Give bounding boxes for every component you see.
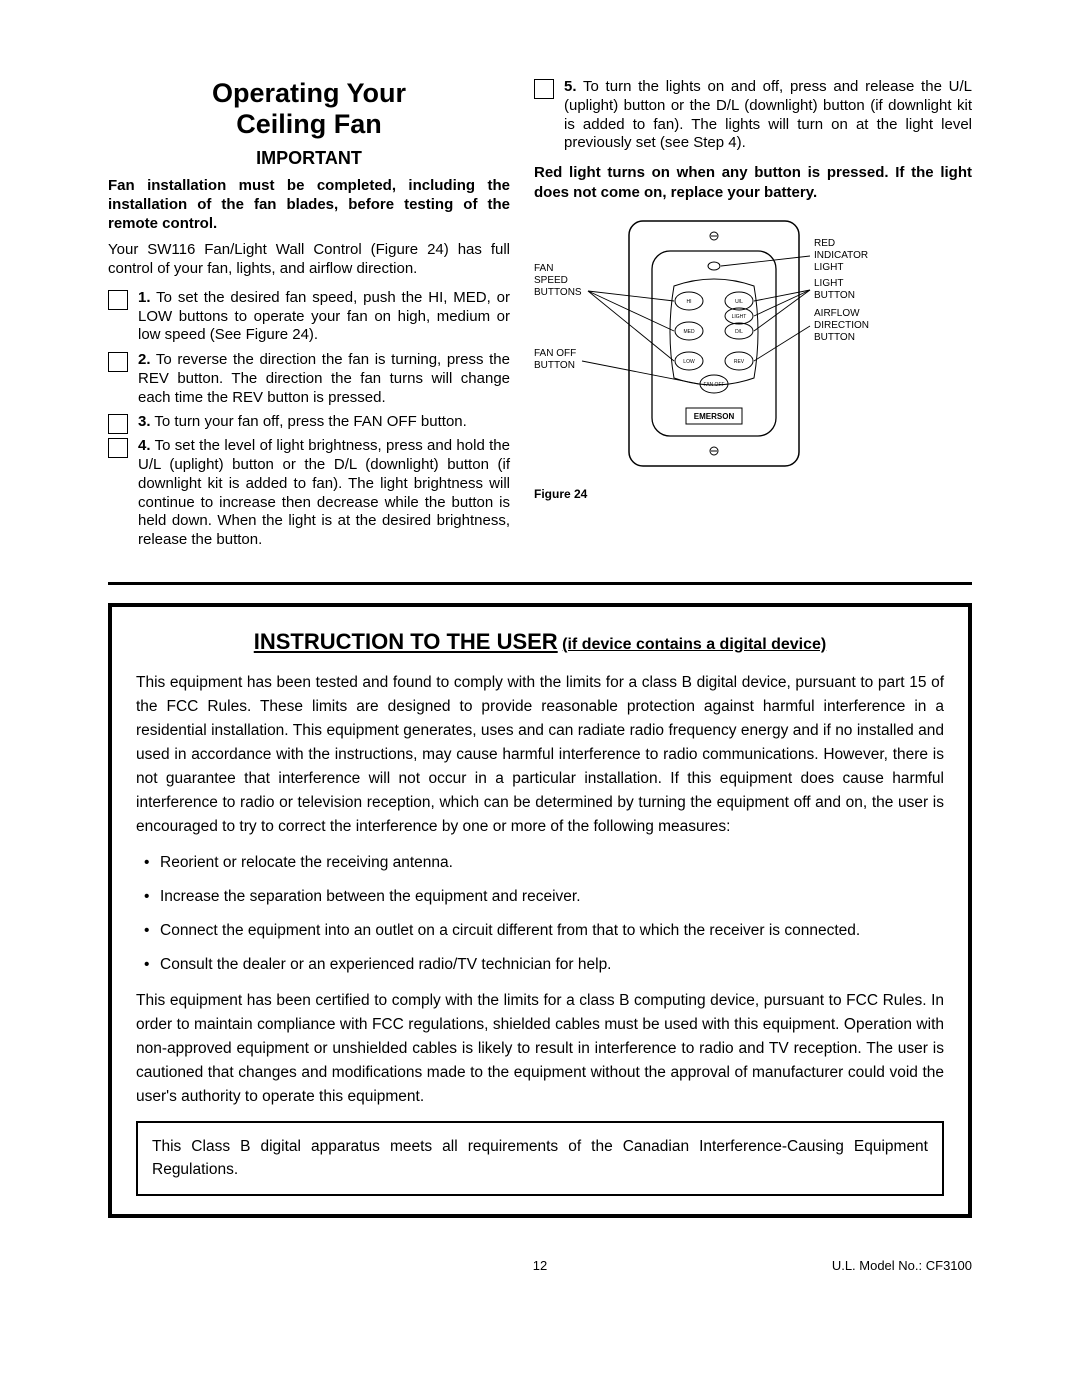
red-lbl-3: LIGHT: [814, 262, 843, 273]
fcc-para-2: This equipment has been certified to com…: [136, 989, 944, 1109]
lightbtn-lbl-2: BUTTON: [814, 290, 855, 301]
fanoff-lbl-1: FAN OFF: [534, 348, 576, 359]
rev-button-label: REV: [734, 359, 745, 365]
step-text: 3. To turn your fan off, press the FAN O…: [138, 413, 467, 432]
checkbox-icon: [108, 438, 128, 458]
fan-speed-lbl-2: SPEED: [534, 275, 568, 286]
divider: [108, 582, 972, 585]
light-button-label: LIGHT: [732, 314, 747, 320]
step-1: 1. To set the desired fan speed, push th…: [108, 289, 510, 345]
airflow-lbl-2: DIRECTION: [814, 320, 869, 331]
main-title: Operating Your Ceiling Fan: [108, 78, 510, 140]
red-lbl-1: RED: [814, 238, 835, 249]
step-text: 1. To set the desired fan speed, push th…: [138, 289, 510, 345]
med-button-label: MED: [683, 329, 695, 335]
two-column-layout: Operating Your Ceiling Fan IMPORTANT Fan…: [108, 78, 972, 556]
fan-speed-lbl-3: BUTTONS: [534, 287, 582, 298]
page-number: 12: [396, 1258, 684, 1273]
model-number: U.L. Model No.: CF3100: [684, 1258, 972, 1273]
title-line-1: Operating Your: [212, 78, 406, 108]
fcc-bullet: Connect the equipment into an outlet on …: [160, 919, 944, 943]
red-lbl-2: INDICATOR: [814, 250, 868, 261]
canada-text: This Class B digital apparatus meets all…: [152, 1135, 928, 1182]
fcc-bullet: Increase the separation between the equi…: [160, 885, 944, 909]
checkbox-icon: [534, 79, 554, 99]
step-text: 2. To reverse the direction the fan is t…: [138, 351, 510, 407]
airflow-lbl-1: AIRFLOW: [814, 308, 860, 319]
hi-button-label: HI: [687, 299, 692, 305]
title-line-2: Ceiling Fan: [236, 109, 382, 139]
low-button-label: LOW: [683, 359, 695, 365]
fcc-bullet: Consult the dealer or an experienced rad…: [160, 953, 944, 977]
canada-box: This Class B digital apparatus meets all…: [136, 1121, 944, 1196]
install-warning: Fan installation must be completed, incl…: [108, 177, 510, 233]
step-text: 5. To turn the lights on and off, press …: [564, 78, 972, 153]
fcc-bullet: Reorient or relocate the receiving anten…: [160, 851, 944, 875]
step-3: 3. To turn your fan off, press the FAN O…: [108, 413, 510, 434]
checkbox-icon: [108, 352, 128, 372]
dl-button-label: D/L: [735, 329, 743, 335]
fanoff-lbl-2: BUTTON: [534, 360, 575, 371]
airflow-lbl-3: BUTTON: [814, 332, 855, 343]
intro-text: Your SW116 Fan/Light Wall Control (Figur…: [108, 241, 510, 279]
left-column: Operating Your Ceiling Fan IMPORTANT Fan…: [108, 78, 510, 556]
red-light-note: Red light turns on when any button is pr…: [534, 163, 972, 202]
checkbox-icon: [108, 290, 128, 310]
ul-button-label: U/L: [735, 299, 743, 305]
step-5: 5. To turn the lights on and off, press …: [534, 78, 972, 153]
fcc-title: INSTRUCTION TO THE USER (if device conta…: [136, 629, 944, 655]
fanoff-button-label: FAN OFF: [703, 382, 724, 388]
fcc-title-small: (if device contains a digital device): [562, 636, 826, 653]
figure-24: HI MED LOW FAN OFF U/L LIGHT D/L: [534, 216, 972, 501]
fcc-para-1: This equipment has been tested and found…: [136, 671, 944, 839]
important-heading: IMPORTANT: [108, 148, 510, 169]
step-text: 4. To set the level of light brightness,…: [138, 437, 510, 550]
fcc-title-big: INSTRUCTION TO THE USER: [254, 629, 558, 654]
fan-speed-lbl-1: FAN: [534, 263, 553, 274]
figure-caption: Figure 24: [534, 487, 972, 501]
lightbtn-lbl-1: LIGHT: [814, 278, 843, 289]
fcc-instruction-box: INSTRUCTION TO THE USER (if device conta…: [108, 603, 972, 1218]
right-column: 5. To turn the lights on and off, press …: [534, 78, 972, 556]
fcc-bullet-list: Reorient or relocate the receiving anten…: [136, 851, 944, 977]
remote-diagram: HI MED LOW FAN OFF U/L LIGHT D/L: [534, 216, 954, 476]
page-footer: 12 U.L. Model No.: CF3100: [108, 1258, 972, 1273]
footer-left: [108, 1258, 396, 1273]
page: Operating Your Ceiling Fan IMPORTANT Fan…: [0, 0, 1080, 1333]
step-2: 2. To reverse the direction the fan is t…: [108, 351, 510, 407]
brand-label: EMERSON: [694, 412, 735, 421]
step-4: 4. To set the level of light brightness,…: [108, 437, 510, 550]
checkbox-icon: [108, 414, 128, 434]
